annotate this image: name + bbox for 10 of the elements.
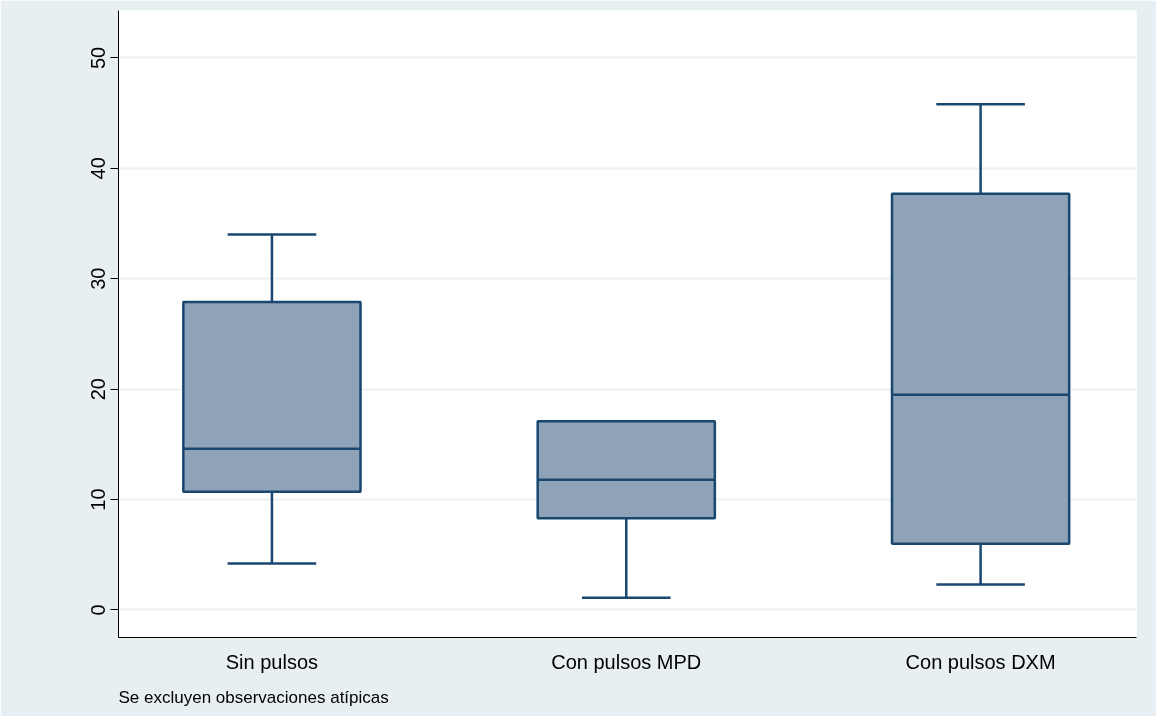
x-tick-label: Con pulsos DXM (905, 650, 1056, 673)
x-tick-label: Sin pulsos (225, 650, 319, 673)
y-tick-label: 20 (87, 378, 110, 401)
y-tick-label: 40 (87, 157, 110, 180)
text: Se excluyen observaciones atípicas (118, 687, 389, 707)
y-tick-label: 50 (87, 46, 110, 70)
y-tick-label: 0 (87, 604, 110, 616)
x-tick-label: Con pulsos MPD (551, 650, 702, 673)
y-tick-label: 10 (87, 488, 110, 511)
y-tick-label: 30 (87, 267, 110, 290)
